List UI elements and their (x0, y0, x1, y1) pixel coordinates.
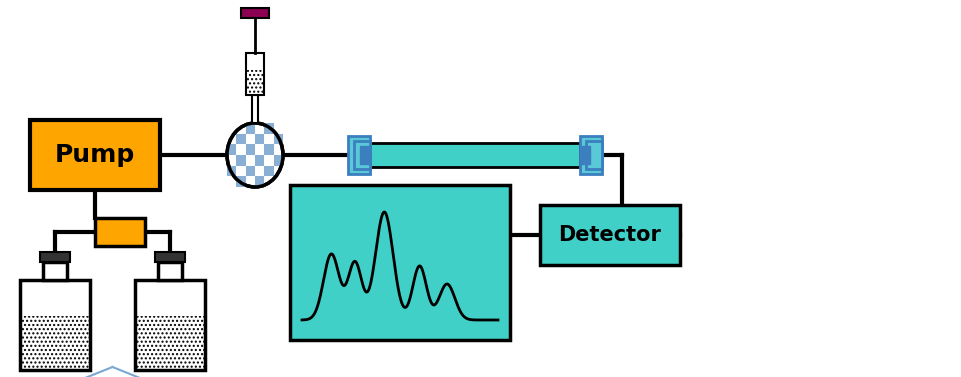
Bar (158, 262, 182, 280)
Bar (255, 176, 264, 187)
Bar (241, 8, 269, 18)
Bar (246, 70, 263, 95)
Bar (539, 205, 679, 265)
Bar (579, 136, 602, 174)
Bar (236, 155, 245, 166)
Bar (289, 185, 509, 340)
Bar (236, 134, 245, 144)
Bar (255, 155, 264, 166)
Bar (227, 144, 236, 155)
Bar (245, 144, 255, 155)
Bar (359, 146, 370, 164)
Bar (30, 120, 160, 190)
Bar (585, 141, 602, 169)
Bar (155, 252, 185, 262)
Bar (245, 166, 255, 176)
Bar (20, 316, 90, 370)
Bar (227, 166, 236, 176)
Bar (252, 95, 258, 123)
Bar (348, 136, 370, 174)
Bar (273, 155, 283, 166)
Bar (236, 176, 245, 187)
Bar (95, 218, 145, 246)
Bar (40, 252, 70, 262)
Bar (370, 143, 579, 167)
Text: Pump: Pump (55, 143, 135, 167)
Bar (255, 134, 264, 144)
Bar (20, 280, 90, 370)
Bar (264, 166, 273, 176)
Bar (273, 134, 283, 144)
Bar (135, 280, 205, 370)
Bar (43, 262, 67, 280)
Bar (245, 123, 255, 134)
Text: Detector: Detector (558, 225, 661, 245)
Bar (246, 53, 263, 95)
Bar (264, 144, 273, 155)
Bar (264, 123, 273, 134)
Bar (354, 141, 370, 169)
Bar (579, 146, 589, 164)
Bar (135, 316, 205, 370)
Ellipse shape (227, 123, 283, 187)
